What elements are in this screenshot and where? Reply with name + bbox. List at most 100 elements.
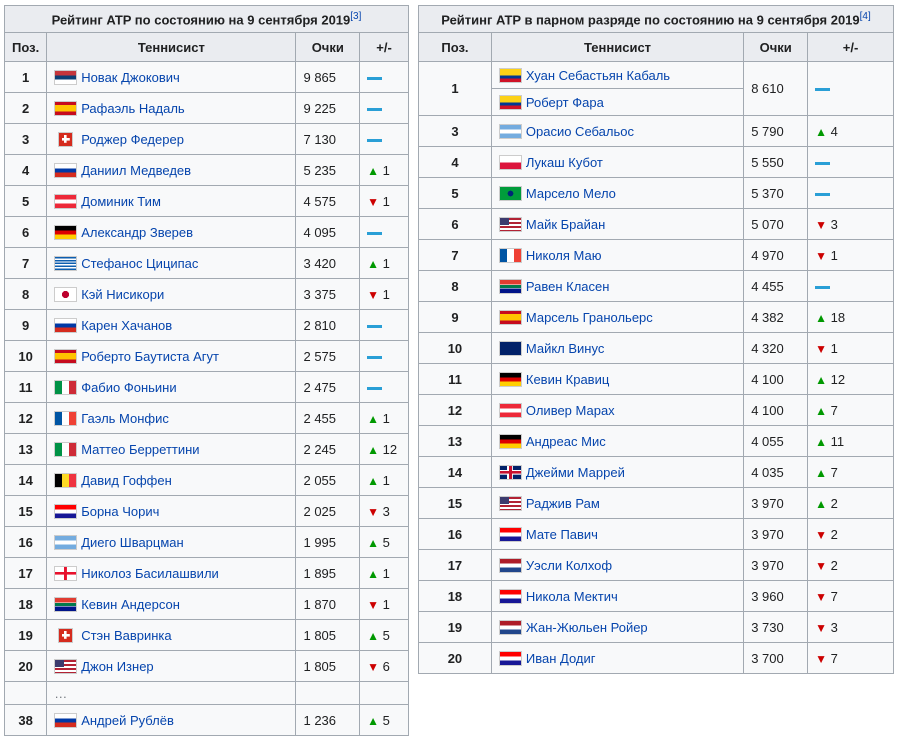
arrow-up-icon: ▲ (367, 256, 379, 271)
player-link[interactable]: Николоз Басилашвили (81, 565, 219, 581)
arrow-up-icon: ▲ (815, 465, 828, 480)
table-row: 7 Николя Маю 4 970 ▼ 1 (418, 239, 894, 271)
player-link[interactable]: Диего Шварцман (81, 534, 184, 550)
rank-change-value: 1 (830, 340, 838, 356)
player-cell: Маттео Берреттини (46, 433, 297, 465)
player-link[interactable]: Роберто Баутиста Агут (81, 348, 219, 364)
player-link[interactable]: Фабио Фоньини (81, 379, 177, 395)
arrow-up-icon: ▲ (367, 473, 379, 488)
player-link[interactable]: Хуан Себастьян Кабаль (525, 67, 671, 83)
table-row: 7 Стефанос Циципас 3 420 ▲ 1 (3, 247, 409, 279)
rank-change-cell: ▲ 1 (359, 557, 409, 589)
table-row: 6 Александр Зверев 4 095 (3, 216, 409, 248)
position-cell: 11 (418, 363, 492, 395)
player-link[interactable]: Иван Додиг (525, 650, 596, 666)
doubles-caption: Рейтинг ATP в парном разряде по состояни… (418, 5, 894, 33)
position-cell: 7 (418, 239, 492, 271)
player-link[interactable]: Николя Маю (525, 247, 602, 263)
player-link[interactable]: Маттео Берреттини (81, 441, 200, 457)
player-link[interactable]: Рафаэль Надаль (81, 100, 185, 116)
points-header: Очки (295, 32, 361, 62)
player-link[interactable]: Александр Зверев (81, 224, 194, 240)
player-link[interactable]: Жан-Жюльен Ройер (525, 619, 648, 635)
player-cell: Лукаш Кубот (490, 146, 745, 178)
player-link[interactable]: Кевин Андерсон (81, 596, 180, 612)
player-link[interactable]: Доминик Тим (81, 193, 161, 209)
rank-change-value: 3 (830, 619, 838, 635)
table-row: Роберт Фара (419, 88, 894, 116)
table-row: 17 Николоз Басилашвили 1 895 ▲ 1 (3, 557, 409, 589)
rank-change-cell: ▲ 12 (807, 363, 894, 395)
player-link[interactable]: Майкл Винус (525, 340, 605, 356)
player-link[interactable]: Марсель Гранольерс (525, 309, 653, 325)
player-link[interactable]: Гаэль Монфис (81, 410, 169, 426)
aut-flag-icon (54, 193, 78, 209)
empty-cell (295, 681, 361, 705)
player-link[interactable]: Стефанос Циципас (81, 255, 199, 271)
table-row: 5 Марсело Мело 5 370 (418, 177, 894, 209)
player-cell: Роберт Фара (490, 88, 745, 116)
rank-change-value: 1 (382, 193, 390, 209)
rus-flag-icon (54, 162, 78, 178)
player-link[interactable]: Уэсли Колхоф (525, 557, 613, 573)
player-link[interactable]: Андреас Мис (525, 433, 606, 449)
player-link[interactable]: Давид Гоффен (81, 472, 172, 488)
player-link[interactable]: Майк Брайан (525, 216, 606, 232)
player-link[interactable]: Марсело Мело (525, 185, 616, 201)
rank-change-cell: ▼ 1 (807, 239, 894, 271)
player-link[interactable]: Равен Класен (525, 278, 610, 294)
usa-flag-icon (498, 216, 522, 232)
player-link[interactable]: Орасио Себальос (525, 123, 634, 139)
usa-flag-icon (498, 495, 522, 511)
gbr-flag-icon (498, 464, 522, 480)
player-link[interactable]: Кэй Нисикори (81, 286, 165, 302)
points-cell: 2 245 (295, 433, 361, 465)
position-cell: 10 (3, 340, 48, 372)
points-cell: 5 370 (743, 177, 809, 209)
rank-change-cell: ▲ 11 (807, 425, 894, 457)
table-row: 19 Жан-Жюльен Ройер 3 730 ▼ 3 (418, 611, 894, 643)
player-link[interactable]: Роберт Фара (525, 94, 604, 110)
no-change-icon (367, 324, 383, 328)
table-row: 3 Орасио Себальос 5 790 ▲ 4 (418, 115, 894, 147)
player-link[interactable]: Кевин Кравиц (525, 371, 610, 387)
change-header: +/- (359, 32, 409, 62)
arrow-up-icon: ▲ (367, 163, 379, 178)
position-cell: 2 (3, 92, 48, 124)
position-cell: 1 (3, 61, 48, 93)
player-link[interactable]: Лукаш Кубот (525, 154, 603, 170)
singles-ref-link[interactable]: [3] (350, 10, 362, 22)
position-cell: 3 (418, 115, 492, 147)
points-cell: 3 700 (743, 642, 809, 674)
rank-change-value: 5 (382, 712, 390, 728)
rank-change-cell: ▲ 1 (359, 464, 409, 496)
rus-flag-icon (54, 317, 78, 333)
player-link[interactable]: Карен Хачанов (81, 317, 173, 333)
player-link[interactable]: Даниил Медведев (81, 162, 192, 178)
player-link[interactable]: Джейми Маррей (525, 464, 625, 480)
player-link[interactable]: Раджив Рам (525, 495, 600, 511)
rank-change-cell: ▲ 5 (359, 704, 409, 736)
table-row: 1 Хуан Себастьян Кабаль 8 610 (418, 61, 894, 116)
player-link[interactable]: Никола Мектич (525, 588, 618, 604)
player-link[interactable]: Стэн Вавринка (81, 627, 172, 643)
aut-flag-icon (498, 402, 522, 418)
points-cell: 3 970 (743, 518, 809, 550)
player-link[interactable]: Новак Джокович (81, 69, 180, 85)
player-link[interactable]: Борна Чорич (81, 503, 160, 519)
table-row: 2 Рафаэль Надаль 9 225 (3, 92, 409, 124)
player-link[interactable]: Роджер Федерер (81, 131, 184, 147)
rank-change-value: 7 (830, 402, 838, 418)
player-link[interactable]: Джон Изнер (81, 658, 154, 674)
player-link[interactable]: Мате Павич (525, 526, 598, 542)
player-link[interactable]: Андрей Рублёв (81, 712, 174, 728)
points-cell: 1 805 (295, 619, 361, 651)
arrow-up-icon: ▲ (815, 310, 828, 325)
table-row: 14 Джейми Маррей 4 035 ▲ 7 (418, 456, 894, 488)
player-cell: Рафаэль Надаль (46, 92, 297, 124)
doubles-ref-link[interactable]: [4] (859, 10, 871, 22)
player-link[interactable]: Оливер Марах (525, 402, 615, 418)
table-row: 15 Борна Чорич 2 025 ▼ 3 (3, 495, 409, 527)
points-cell: 9 865 (295, 61, 361, 93)
rank-change-value: 5 (382, 627, 390, 643)
